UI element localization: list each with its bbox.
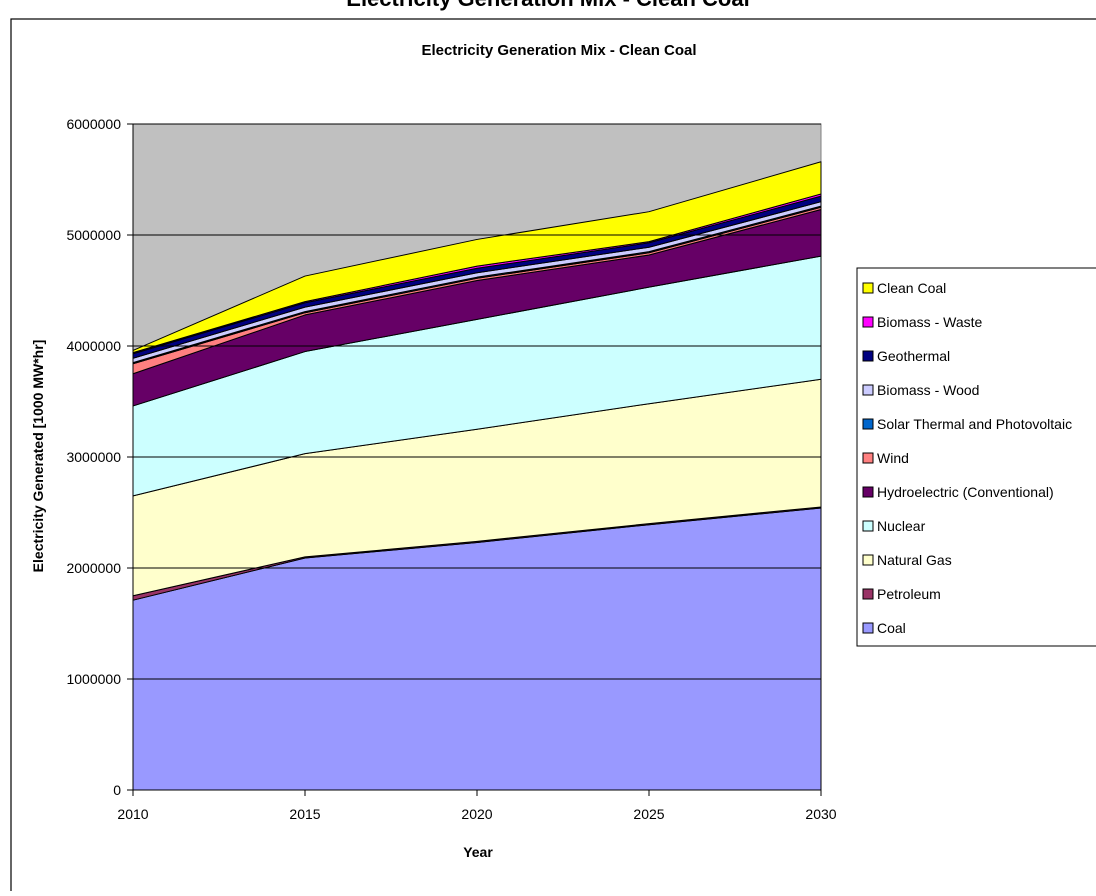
axes: 0 1000000 2000000 3000000 4000000 5000000 6000… (66, 116, 836, 822)
y-tick-label-2: 2000000 (66, 560, 121, 576)
area-clean-coal (132, 161, 822, 354)
legend-label-hydroelectric-conventional: Hydroelectric (Conventional) (877, 484, 1054, 500)
x-tick-label-2: 2020 (461, 806, 492, 822)
legend-label-solar-thermal-and-photovoltaic: Solar Thermal and Photovoltaic (877, 416, 1072, 432)
y-tick-label-1: 1000000 (66, 671, 121, 687)
x-axis-label: Year (463, 844, 493, 860)
x-tick-label-4: 2030 (805, 806, 836, 822)
legend-swatch-geothermal (862, 350, 874, 362)
legend-swatch-clean-coal (862, 282, 874, 294)
y-tick-label-6: 6000000 (66, 116, 121, 132)
legend-label-coal: Coal (877, 620, 906, 636)
legend-swatch-wind (862, 452, 874, 464)
y-axis-label: Electricity Generated [1000 MW*hr] (30, 340, 46, 573)
legend-label-biomass-wood: Biomass - Wood (877, 382, 979, 398)
y-tick-label-0: 0 (113, 782, 121, 798)
page-caption: Electricity Generation Mix - Clean Coal (346, 0, 749, 11)
legend-label-natural-gas: Natural Gas (877, 552, 952, 568)
legend-label-biomass-waste: Biomass - Waste (877, 314, 982, 330)
legend-label-petroleum: Petroleum (877, 586, 941, 602)
legend-swatch-hydroelectric-conventional (862, 486, 874, 498)
legend-swatch-nuclear (862, 520, 874, 532)
y-tick-label-3: 3000000 (66, 449, 121, 465)
legend-swatch-biomass-waste (862, 316, 874, 328)
legend-swatch-coal (862, 622, 874, 634)
legend-label-clean-coal: Clean Coal (877, 280, 946, 296)
x-tick-label-1: 2015 (289, 806, 320, 822)
gridlines (133, 123, 821, 680)
legend-label-nuclear: Nuclear (877, 518, 926, 534)
y-tick-label-5: 5000000 (66, 227, 121, 243)
legend-swatch-petroleum (862, 588, 874, 600)
legend-swatch-biomass-wood (862, 384, 874, 396)
legend-box (856, 267, 1096, 647)
legend: Clean Coal Biomass - Waste Geothermal Bioma… (856, 267, 1096, 647)
x-tick-label-3: 2025 (633, 806, 664, 822)
y-tick-label-4: 4000000 (66, 338, 121, 354)
legend-swatch-natural-gas (862, 554, 874, 566)
legend-label-geothermal: Geothermal (877, 348, 950, 364)
legend-label-wind: Wind (877, 450, 909, 466)
x-tick-label-0: 2010 (117, 806, 148, 822)
legend-swatch-solar-thermal-and-photovoltaic (862, 418, 874, 430)
area-series-layer (132, 161, 822, 791)
chart-title: Electricity Generation Mix - Clean Coal (421, 42, 696, 59)
